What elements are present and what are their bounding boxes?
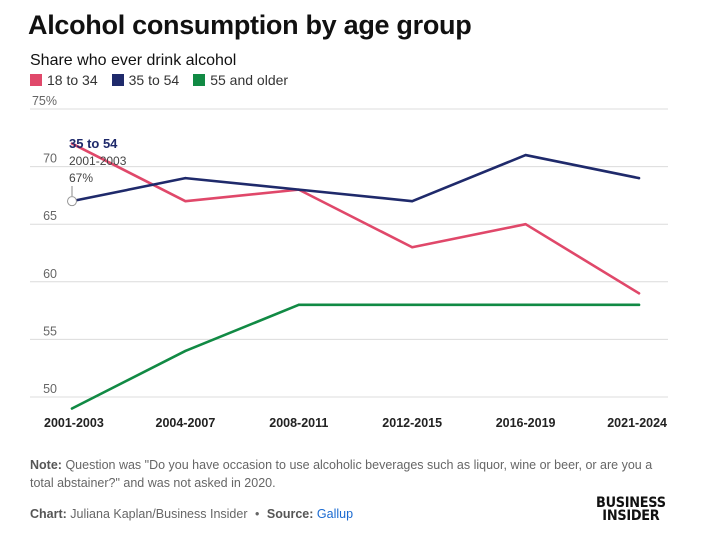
series-line-55-and-older [70,303,641,410]
data-point-35-to-54 [524,153,527,157]
series-line-35-to-54 [70,153,641,203]
legend-label-35-54: 35 to 54 [128,72,180,88]
data-point-55-and-older [70,407,74,410]
legend-item-35-54: 35 to 54 [111,72,180,88]
x-tick-label: 2012-2015 [382,416,442,430]
note-label: Note: [30,458,62,472]
x-tick-label: 2004-2007 [156,416,216,430]
data-point-55-and-older [184,349,187,353]
data-point-35-to-54 [184,176,187,180]
legend-swatch-35-54 [111,74,124,86]
logo-line-2: INSIDER [602,508,660,524]
data-point-18-to-34 [411,246,414,249]
legend-swatch-18-34 [30,74,42,86]
legend-swatch-55-older [193,74,206,86]
chart-credit: Chart: Juliana Kaplan/Business Insider •… [30,507,353,521]
y-tick-label: 50 [43,382,57,396]
series-lines [70,142,641,410]
annotation-marker [67,196,77,207]
data-point-55-and-older [524,303,527,307]
data-point-18-to-34 [524,223,527,226]
data-point-18-to-34 [637,292,641,295]
annotation-series: 35 to 54 [69,136,118,151]
y-tick-label: 55 [43,324,57,338]
logo-line-1: BUSINESS [596,495,666,511]
credit-chart-label: Chart: [30,507,67,521]
series-line-18-to-34 [70,142,641,295]
chart-subtitle: Share who ever drink alcohol [30,52,237,69]
credit-chart-text: Juliana Kaplan/Business Insider [70,507,248,521]
y-axis: 75% 70 65 60 55 50 [32,94,57,396]
data-point-18-to-34 [184,199,187,203]
legend-label-18-34: 18 to 34 [47,72,98,88]
data-point-18-to-34 [70,142,74,145]
data-point-35-to-54 [411,199,414,203]
legend-item-18-34: 18 to 34 [30,72,98,88]
x-tick-label: 2008-2011 [269,416,328,430]
note-text: Question was "Do you have occasion to us… [30,458,653,490]
source-link[interactable]: Gallup [316,507,354,521]
data-point-55-and-older [297,303,300,307]
y-tick-label: 75% [32,94,57,108]
data-point-35-to-54 [637,176,641,180]
y-tick-label: 70 [43,152,57,166]
x-tick-label: 2001-2003 [44,416,104,430]
data-point-55-and-older [411,303,414,307]
y-tick-label: 60 [43,267,57,281]
line-chart: 75% 70 65 60 55 50 2001-2003 2004-2007 2008-201… [30,94,668,430]
legend-item-55-older: 55 and older [193,72,288,88]
x-tick-label: 2016-2019 [496,416,556,430]
legend-label-55-older: 55 and older [210,72,289,88]
chart-title: Alcohol consumption by age group [28,10,472,40]
chart-note: Note: Question was "Do you have occasion… [30,456,670,492]
credit-source-label: Source: [266,507,314,521]
legend: 18 to 34 35 to 54 55 and older [30,72,288,88]
business-insider-logo: BUSINESS INSIDER [596,495,666,524]
y-tick-label: 65 [43,209,57,223]
annotation-period: 2001-2003 [69,154,127,168]
annotation-value: 67% [69,171,93,185]
data-point-35-to-54 [297,188,300,191]
gridlines [30,108,668,398]
credit-separator: • [254,507,260,521]
annotation: 35 to 54 2001-2003 67% [67,136,127,207]
data-point-55-and-older [637,303,641,307]
x-axis: 2001-2003 2004-2007 2008-2011 2012-2015 2016… [44,416,667,430]
x-tick-label: 2021-2024 [607,416,667,430]
